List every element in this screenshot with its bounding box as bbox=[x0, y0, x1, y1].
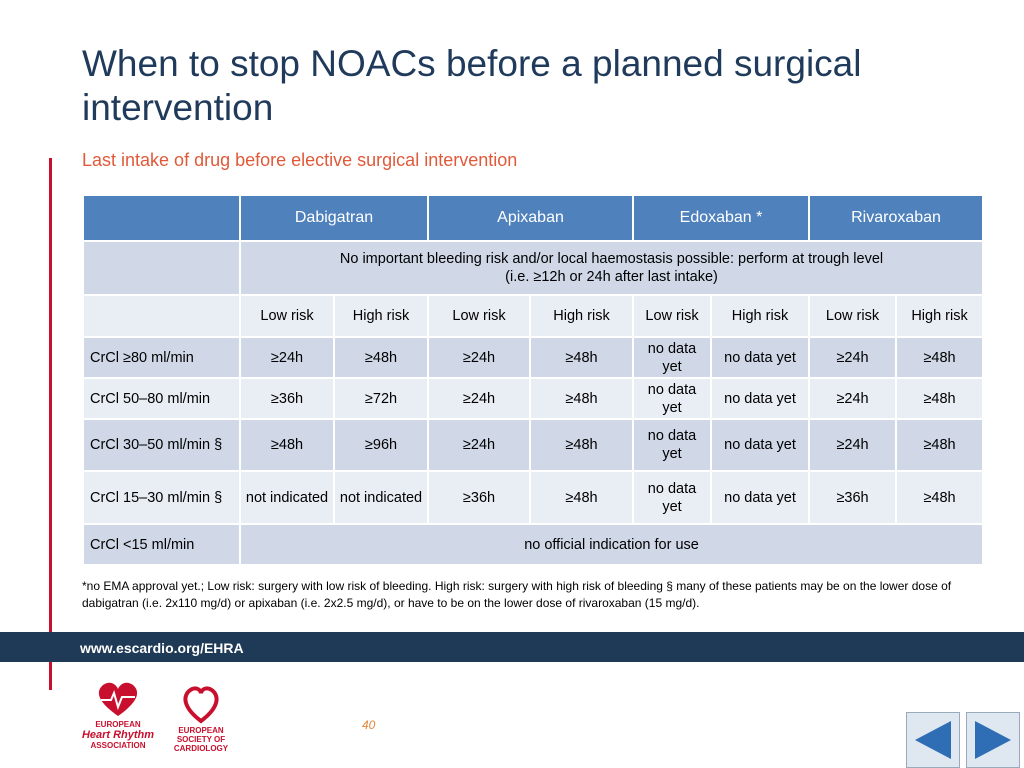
note-line: No important bleeding risk and/or local … bbox=[339, 251, 884, 267]
next-button[interactable] bbox=[966, 712, 1020, 768]
table-cell: High risk bbox=[709, 294, 811, 338]
table-cell: ≥24h bbox=[427, 418, 531, 472]
logo-text: CARDIOLOGY bbox=[173, 744, 229, 753]
table-cell: ≥48h bbox=[529, 418, 634, 472]
table-row: CrCl 30–50 ml/min § ≥48h ≥96h ≥24h ≥48h no da… bbox=[82, 418, 985, 472]
table-cell: ≥36h bbox=[239, 377, 335, 420]
note-line: (i.e. ≥12h or 24h after last intake) bbox=[505, 269, 718, 285]
table-cell: no data yet bbox=[632, 470, 712, 525]
table-row: Low risk High risk Low risk High risk Low ri… bbox=[82, 294, 985, 338]
slide-title: When to stop NOACs before a planned surg… bbox=[82, 43, 862, 128]
table-cell: not indicated bbox=[239, 470, 335, 525]
table-cell: no data yet bbox=[709, 470, 811, 525]
footnote: *no EMA approval yet.; Low risk: surgery… bbox=[82, 579, 952, 610]
logo-text: EUROPEAN bbox=[95, 720, 141, 729]
table-cell: ≥96h bbox=[333, 418, 429, 472]
table-cell: High risk bbox=[529, 294, 634, 338]
table-cell: ≥48h bbox=[239, 418, 335, 472]
table-cell: no data yet bbox=[709, 336, 811, 379]
table-cell: ≥48h bbox=[895, 470, 985, 525]
table-cell: Low risk bbox=[808, 294, 898, 338]
logo-text: SOCIETY OF bbox=[176, 735, 226, 744]
table-cell: Dabigatran bbox=[239, 194, 429, 242]
table-cell: ≥24h bbox=[427, 377, 531, 420]
table-row: CrCl 15–30 ml/min § not indicated not indi… bbox=[82, 470, 985, 525]
table-cell: CrCl 30–50 ml/min § bbox=[82, 418, 241, 472]
table-cell: ≥24h bbox=[808, 377, 898, 420]
table-cell: ≥48h bbox=[529, 470, 634, 525]
table: Dabigatran Apixaban Edoxaban * Rivaroxaban N… bbox=[82, 194, 985, 566]
table-cell bbox=[82, 240, 241, 296]
table-cell: CrCl ≥80 ml/min bbox=[82, 336, 241, 379]
table-row: CrCl ≥80 ml/min ≥24h ≥48h ≥24h ≥48h no data y… bbox=[82, 336, 985, 379]
table-cell: ≥48h bbox=[895, 336, 985, 379]
table-cell: Rivaroxaban bbox=[808, 194, 985, 242]
accent-line bbox=[49, 158, 52, 690]
table-cell: ≥48h bbox=[529, 336, 634, 379]
logo-text: ASSOCIATION bbox=[90, 741, 146, 750]
table-row: CrCl 50–80 ml/min ≥36h ≥72h ≥24h ≥48h no data… bbox=[82, 377, 985, 420]
table-cell: CrCl <15 ml/min bbox=[82, 523, 241, 566]
table-cell: ≥48h bbox=[529, 377, 634, 420]
table-row: Dabigatran Apixaban Edoxaban * Rivaroxaban bbox=[82, 194, 985, 242]
prev-icon bbox=[915, 721, 951, 759]
table-cell: ≥48h bbox=[333, 336, 429, 379]
table-row: CrCl <15 ml/min no official indication fo… bbox=[82, 523, 985, 566]
ehra-heart bbox=[98, 682, 138, 716]
table-cell: no data yet bbox=[709, 377, 811, 420]
table-cell: CrCl 15–30 ml/min § bbox=[82, 470, 241, 525]
page-number: 40 bbox=[362, 718, 376, 732]
table-cell: not indicated bbox=[333, 470, 429, 525]
table-cell bbox=[82, 194, 241, 242]
table-cell: ≥24h bbox=[239, 336, 335, 379]
prev-button[interactable] bbox=[906, 712, 960, 768]
footer-url[interactable]: www.escardio.org/EHRA bbox=[80, 640, 244, 656]
subtitle: Last intake of drug before elective surg… bbox=[82, 150, 518, 170]
table-cell: no data yet bbox=[709, 418, 811, 472]
logo-text: EUROPEAN bbox=[178, 726, 224, 735]
table-cell: no data yet bbox=[632, 336, 712, 379]
table-cell bbox=[82, 294, 241, 338]
table-cell: ≥24h bbox=[808, 336, 898, 379]
table-cell: no data yet bbox=[632, 377, 712, 420]
table-cell: ≥72h bbox=[333, 377, 429, 420]
table-cell: ≥24h bbox=[427, 336, 531, 379]
esc-logo: EUROPEAN SOCIETY OF CARDIOLOGY bbox=[168, 684, 234, 753]
table-cell: no data yet bbox=[632, 418, 712, 472]
table-cell: Low risk bbox=[427, 294, 531, 338]
table-cell: ≥24h bbox=[808, 418, 898, 472]
table-cell: Low risk bbox=[632, 294, 712, 338]
table-cell: ≥48h bbox=[895, 377, 985, 420]
table-cell: Apixaban bbox=[427, 194, 634, 242]
table-cell: High risk bbox=[895, 294, 985, 338]
table-cell: No important bleeding risk and/or local … bbox=[238, 240, 985, 296]
table-cell: no official indication for use bbox=[238, 523, 985, 566]
table-cell: CrCl 50–80 ml/min bbox=[82, 377, 241, 420]
logo-text: Heart Rhythm bbox=[81, 729, 155, 741]
table-cell: ≥36h bbox=[427, 470, 531, 525]
table-cell: Edoxaban * bbox=[631, 194, 811, 242]
table-row: No important bleeding risk and/or local … bbox=[82, 240, 985, 296]
table-cell: High risk bbox=[333, 294, 429, 338]
footer-bar bbox=[0, 632, 1024, 662]
table-cell: ≥48h bbox=[895, 418, 985, 472]
esc-heart bbox=[183, 686, 219, 724]
table-cell: Low risk bbox=[239, 294, 335, 338]
ehra-logo: EUROPEAN Heart Rhythm ASSOCIATION bbox=[76, 680, 160, 750]
table-cell: ≥36h bbox=[808, 470, 898, 525]
next-icon bbox=[975, 721, 1011, 759]
